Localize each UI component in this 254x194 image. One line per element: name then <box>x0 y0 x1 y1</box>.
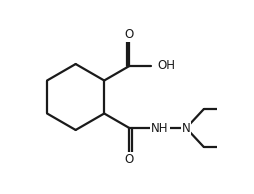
Text: O: O <box>124 28 134 41</box>
Text: N: N <box>181 121 190 135</box>
Text: NH: NH <box>151 121 168 135</box>
Text: OH: OH <box>156 59 174 73</box>
Text: O: O <box>124 153 134 166</box>
